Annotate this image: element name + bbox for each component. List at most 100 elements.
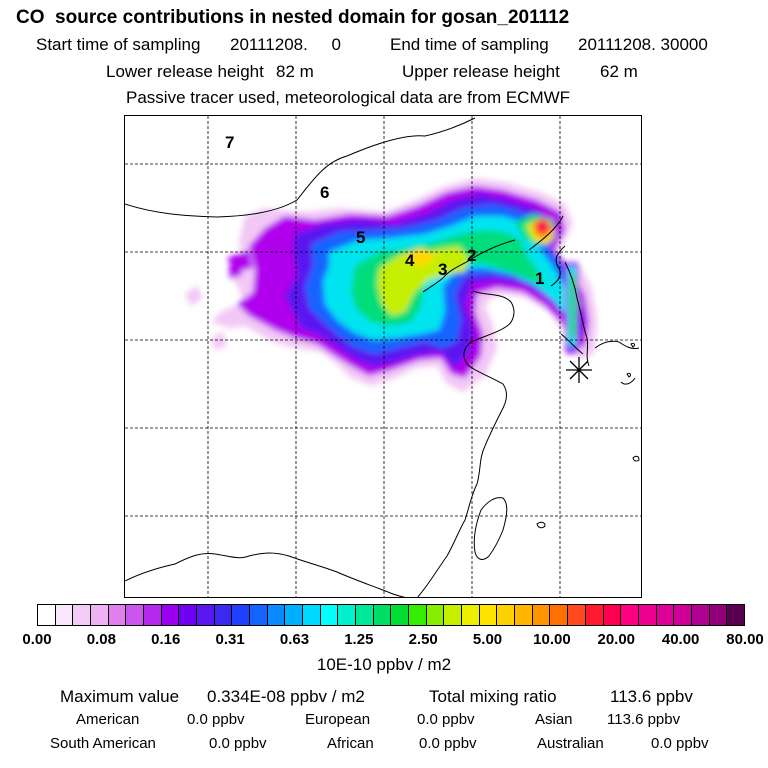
south-american-value: 0.0 ppbv bbox=[209, 735, 267, 752]
colorbar-segment bbox=[515, 605, 533, 625]
colorbar-segment bbox=[409, 605, 427, 625]
colorbar-segment bbox=[603, 605, 622, 625]
colorbar-segment bbox=[285, 605, 304, 625]
sampling-end-value: 20111208. 30000 bbox=[578, 35, 708, 54]
coastline-lines bbox=[125, 117, 640, 597]
colorbar-segment bbox=[267, 605, 286, 625]
colorbar-unit: 10E-10 ppbv / m2 bbox=[316, 655, 452, 674]
lower-height-value: 82 m bbox=[276, 62, 314, 81]
max-value-label: Maximum value bbox=[60, 687, 180, 706]
european-label: European bbox=[305, 711, 371, 728]
colorbar-segment bbox=[320, 605, 339, 625]
colorbar-segment bbox=[373, 605, 392, 625]
colorbar-segment bbox=[709, 605, 728, 625]
american-value: 0.0 ppbv bbox=[187, 711, 245, 728]
colorbar-segment bbox=[691, 605, 710, 625]
colorbar-segment bbox=[727, 605, 744, 625]
max-value: 0.334E-08 ppbv / m2 bbox=[207, 687, 365, 706]
colorbar-segment bbox=[250, 605, 268, 625]
region-label-3: 3 bbox=[438, 260, 447, 279]
colorbar-segment bbox=[391, 605, 410, 625]
colorbar-tick-label: 0.63 bbox=[279, 631, 310, 648]
sampling-start-value: 20111208. 0 bbox=[230, 35, 341, 54]
colorbar-segment bbox=[303, 605, 321, 625]
colorbar-segment bbox=[338, 605, 357, 625]
colorbar-segment bbox=[479, 605, 498, 625]
plume-contour bbox=[185, 286, 203, 306]
african-label: African bbox=[327, 735, 374, 752]
colorbar-tick-label: 80.00 bbox=[726, 631, 764, 648]
lower-height-label: Lower release height bbox=[106, 62, 264, 81]
upper-height-label: Upper release height bbox=[402, 62, 560, 81]
colorbar-segment bbox=[126, 605, 145, 625]
asian-value: 113.6 ppbv bbox=[607, 711, 681, 728]
colorbar-segment bbox=[621, 605, 639, 625]
sampling-start-label: Start time of sampling bbox=[36, 35, 201, 54]
region-label-2: 2 bbox=[467, 246, 476, 265]
colorbar-tick-label: 0.31 bbox=[215, 631, 245, 648]
region-label-7: 7 bbox=[225, 133, 234, 152]
map-panel: 1 2 3 4 5 6 7 bbox=[124, 115, 642, 598]
colorbar-segment bbox=[674, 605, 692, 625]
colorbar-segment bbox=[108, 605, 127, 625]
colorbar-segment bbox=[232, 605, 251, 625]
colorbar-tick-label: 0.08 bbox=[86, 631, 116, 648]
colorbar-tick-label: 40.00 bbox=[661, 631, 700, 648]
sampling-end-label: End time of sampling bbox=[390, 35, 549, 54]
colorbar-tick-label: 0.00 bbox=[22, 631, 52, 648]
asian-label: Asian bbox=[535, 711, 573, 728]
colorbar bbox=[37, 604, 745, 626]
colorbar-segment bbox=[356, 605, 374, 625]
region-label-6: 6 bbox=[320, 183, 329, 202]
plume-contour bbox=[377, 246, 469, 316]
colorbar-segment bbox=[73, 605, 92, 625]
tracer-note: Passive tracer used, meteorological data… bbox=[126, 88, 571, 107]
plume-contour bbox=[405, 248, 435, 266]
colorbar-segment bbox=[144, 605, 162, 625]
colorbar-segment bbox=[638, 605, 657, 625]
total-mixing-value: 113.6 ppbv bbox=[610, 687, 693, 706]
australian-label: Australian bbox=[537, 735, 604, 752]
region-label-5: 5 bbox=[356, 228, 365, 247]
colorbar-segment bbox=[497, 605, 516, 625]
colorbar-segment bbox=[179, 605, 198, 625]
map-svg: 1 2 3 4 5 6 7 bbox=[125, 116, 641, 597]
plume-contour bbox=[537, 220, 549, 234]
colorbar-tick-label: 20.00 bbox=[597, 631, 636, 648]
colorbar-segment bbox=[568, 605, 586, 625]
upper-height-value: 62 m bbox=[600, 62, 638, 81]
african-value: 0.0 ppbv bbox=[419, 735, 477, 752]
colorbar-segment bbox=[197, 605, 215, 625]
colorbar-segment bbox=[426, 605, 445, 625]
colorbar-segment bbox=[550, 605, 569, 625]
australian-value: 0.0 ppbv bbox=[651, 735, 709, 752]
colorbar-segment bbox=[91, 605, 109, 625]
map-gridlines bbox=[125, 116, 641, 597]
colorbar-tick-label: 1.25 bbox=[344, 631, 374, 648]
region-label-4: 4 bbox=[405, 251, 415, 270]
colorbar-tick-label: 2.50 bbox=[408, 631, 438, 648]
plume-contour bbox=[211, 332, 227, 350]
region-labels: 1 2 3 4 5 6 7 bbox=[225, 133, 544, 288]
colorbar-segment bbox=[444, 605, 463, 625]
colorbar-segment bbox=[532, 605, 551, 625]
colorbar-segment bbox=[55, 605, 74, 625]
colorbar-segment bbox=[656, 605, 675, 625]
figure-title: CO source contributions in nested domain… bbox=[16, 7, 570, 28]
colorbar-segment bbox=[38, 605, 56, 625]
colorbar-segment bbox=[462, 605, 480, 625]
colorbar-segment bbox=[585, 605, 604, 625]
region-label-1: 1 bbox=[535, 269, 544, 288]
south-american-label: South American bbox=[50, 735, 156, 752]
plume-contour bbox=[570, 274, 576, 338]
colorbar-tick-label: 0.16 bbox=[151, 631, 181, 648]
american-label: American bbox=[76, 711, 140, 728]
colorbar-segment bbox=[214, 605, 233, 625]
plume-contour bbox=[229, 266, 243, 278]
total-mixing-label: Total mixing ratio bbox=[429, 687, 557, 706]
european-value: 0.0 ppbv bbox=[417, 711, 475, 728]
colorbar-segment bbox=[161, 605, 180, 625]
colorbar-tick-label: 5.00 bbox=[472, 631, 503, 648]
colorbar-tick-label: 10.00 bbox=[533, 631, 571, 648]
receptor-asterisk-icon bbox=[566, 357, 592, 383]
